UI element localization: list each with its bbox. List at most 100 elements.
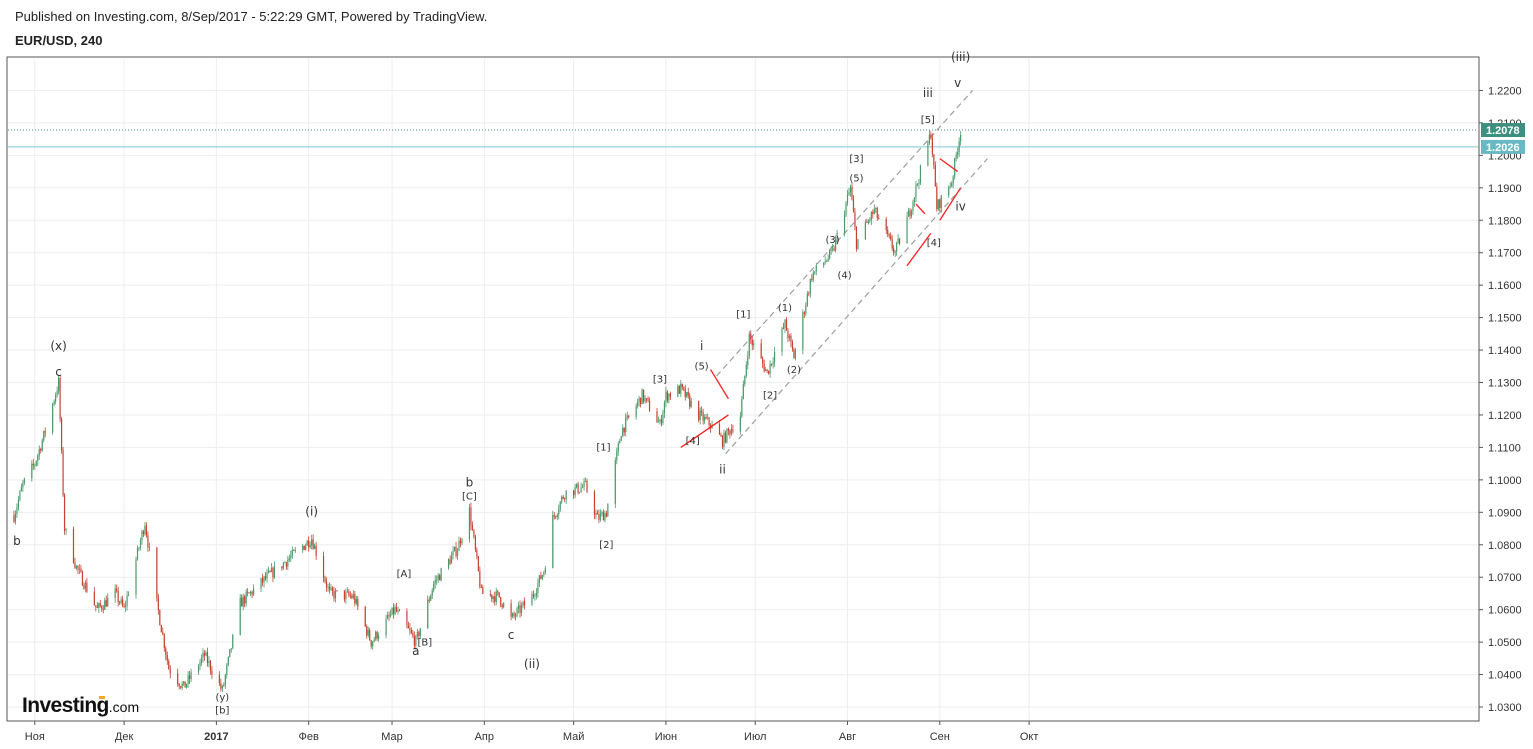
x-tick-label: Авг	[839, 731, 856, 743]
candle-body	[830, 249, 832, 251]
candle-body	[428, 599, 430, 601]
candle-body	[934, 165, 936, 187]
candle-body	[284, 562, 286, 564]
candle-body	[732, 429, 734, 432]
candle-body	[306, 540, 308, 546]
wave-label: (5)	[695, 362, 709, 373]
candle-body	[17, 499, 20, 508]
candle-body	[169, 669, 171, 674]
candle-body	[607, 503, 609, 517]
candle-body	[394, 606, 396, 615]
candle-body	[836, 232, 838, 239]
candle-body	[266, 572, 268, 579]
candle-body	[389, 614, 392, 617]
candle-body	[84, 582, 87, 589]
channel-line	[725, 158, 988, 455]
candle-body	[683, 387, 685, 389]
candle-body	[896, 242, 898, 252]
candle-body	[729, 430, 731, 435]
candle-body	[16, 507, 18, 514]
candle-body	[678, 386, 680, 394]
candle-body	[352, 594, 354, 598]
candle-body	[324, 578, 326, 582]
wave-label: (iii)	[951, 50, 970, 64]
candle-body	[503, 603, 505, 608]
candle-body	[416, 631, 418, 637]
candle-body	[370, 640, 372, 647]
candle-body	[890, 235, 892, 240]
candle-body	[512, 613, 514, 617]
candle-body	[666, 391, 669, 401]
candle-body	[785, 319, 788, 331]
candle-body	[333, 591, 335, 599]
candle-body	[450, 555, 453, 564]
candle-body	[857, 239, 859, 249]
candle-body	[769, 363, 771, 374]
logo-accent	[99, 696, 105, 699]
candle-body	[302, 545, 304, 551]
candle-body	[357, 598, 359, 607]
candle-body	[392, 607, 395, 615]
candle-body	[489, 593, 491, 595]
candle-body	[206, 652, 209, 663]
candle-body	[264, 576, 267, 579]
candle-body	[937, 199, 939, 210]
candle-body	[806, 293, 808, 306]
candle-body	[794, 349, 797, 359]
candle-body	[833, 248, 835, 251]
candle-body	[698, 401, 700, 421]
candle-body	[494, 596, 496, 602]
candle-body	[367, 629, 369, 636]
candle-body	[598, 514, 600, 520]
candle-body	[583, 481, 585, 488]
candle-body	[227, 656, 229, 665]
candle-body	[492, 596, 494, 599]
candle-body	[955, 154, 957, 159]
candle-body	[139, 540, 142, 548]
candle-body	[705, 417, 707, 419]
candle-body	[815, 265, 817, 272]
candle-body	[787, 330, 789, 339]
candle-body	[455, 546, 457, 556]
candle-body	[538, 575, 540, 584]
candle-body	[958, 141, 960, 153]
candle-body	[773, 351, 776, 362]
candle-body	[269, 570, 271, 572]
candle-body	[398, 610, 401, 612]
candle-body	[293, 550, 295, 551]
candle-body	[617, 443, 619, 452]
candle-body	[553, 515, 555, 517]
trend-line	[710, 369, 729, 400]
candle-body	[449, 559, 451, 564]
candle-body	[766, 369, 768, 371]
price-axis[interactable]: 1.22001.21001.20001.19001.18001.17001.16…	[1479, 85, 1522, 714]
candle-body	[514, 615, 517, 617]
candle-body	[447, 559, 450, 569]
time-axis[interactable]: Ноя Дек 2017 Фев Мар Апр Май Июн Июл Авг Сен Окт	[25, 721, 1039, 743]
candle-body	[177, 673, 179, 685]
candle-body	[663, 402, 666, 414]
candle-body	[376, 631, 378, 639]
candle-body	[928, 134, 930, 143]
wave-label: c	[55, 365, 62, 379]
wave-label: (4)	[837, 271, 851, 282]
candle-body	[948, 187, 950, 196]
investing-logo: Investing.com	[22, 694, 139, 718]
candle-body	[724, 432, 727, 443]
candle-body	[433, 583, 435, 591]
wave-label: iv	[955, 200, 965, 214]
candle-body	[952, 176, 954, 184]
candle-body	[248, 592, 250, 594]
candle-body	[244, 596, 246, 604]
logo-suffix: .com	[108, 699, 140, 715]
candle-body	[660, 419, 663, 424]
candle-body	[221, 686, 223, 689]
candle-body	[327, 586, 329, 588]
candle-body	[906, 216, 908, 244]
candle-body	[369, 629, 371, 641]
candle-body	[669, 393, 671, 397]
candle-body	[480, 586, 482, 588]
candle-body	[458, 540, 460, 551]
candle-body	[845, 202, 847, 215]
